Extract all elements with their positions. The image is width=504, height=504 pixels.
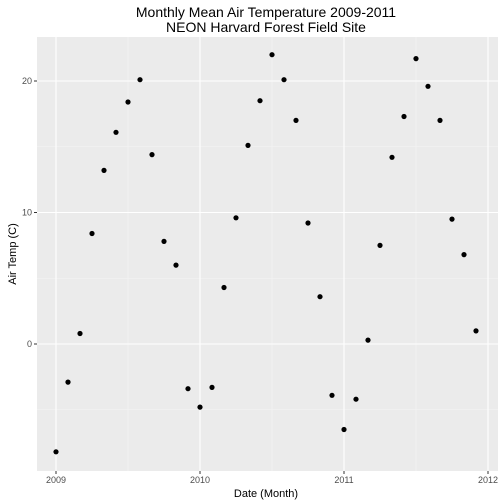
y-axis-ticks: 0 10 20 [22, 76, 37, 349]
data-point [413, 56, 419, 62]
data-point [89, 230, 95, 237]
data-point [125, 99, 131, 105]
minor-gridlines [37, 37, 498, 471]
data-point [281, 77, 287, 83]
y-axis-title: Air Temp (C) [7, 223, 19, 285]
data-point [377, 242, 383, 248]
data-point [233, 215, 239, 221]
data-point [53, 449, 59, 455]
x-tick-label: 2011 [334, 475, 353, 485]
data-point [329, 392, 335, 398]
data-point [365, 337, 371, 343]
data-point [245, 142, 251, 148]
data-point [341, 426, 347, 433]
data-point [437, 117, 443, 123]
data-point [113, 129, 119, 135]
chart-title: Monthly Mean Air Temperature 2009-2011 [136, 4, 396, 20]
data-point [461, 252, 467, 258]
data-point [305, 220, 311, 226]
data-point [101, 167, 107, 173]
data-point [137, 77, 143, 83]
data-point [473, 328, 479, 334]
data-point [449, 216, 455, 222]
y-tick-label: 20 [22, 76, 32, 86]
data-point [389, 154, 395, 160]
x-tick-label: 2012 [478, 475, 498, 485]
y-tick-label: 10 [22, 208, 32, 218]
x-axis-ticks: 2009 2010 2011 2012 [46, 471, 498, 485]
data-point [425, 83, 431, 89]
data-point [401, 113, 407, 120]
y-tick-label: 0 [27, 339, 32, 349]
data-point [149, 152, 155, 158]
data-point [293, 117, 299, 123]
data-point [317, 294, 323, 300]
data-point [221, 284, 227, 291]
x-axis-title: Date (Month) [234, 488, 298, 500]
data-point [77, 330, 83, 337]
data-point [65, 379, 71, 385]
data-point [161, 238, 167, 244]
data-point [209, 384, 215, 390]
x-tick-label: 2009 [46, 475, 66, 485]
data-point [185, 386, 191, 392]
x-tick-label: 2010 [190, 475, 210, 485]
data-point [173, 262, 179, 268]
chart-subtitle: NEON Harvard Forest Field Site [166, 19, 366, 35]
major-gridlines [37, 37, 498, 471]
data-point [353, 396, 359, 402]
data-point [269, 52, 275, 58]
data-point [197, 404, 203, 410]
data-points [53, 52, 479, 455]
plot-panel [37, 37, 498, 471]
data-point [257, 98, 263, 104]
